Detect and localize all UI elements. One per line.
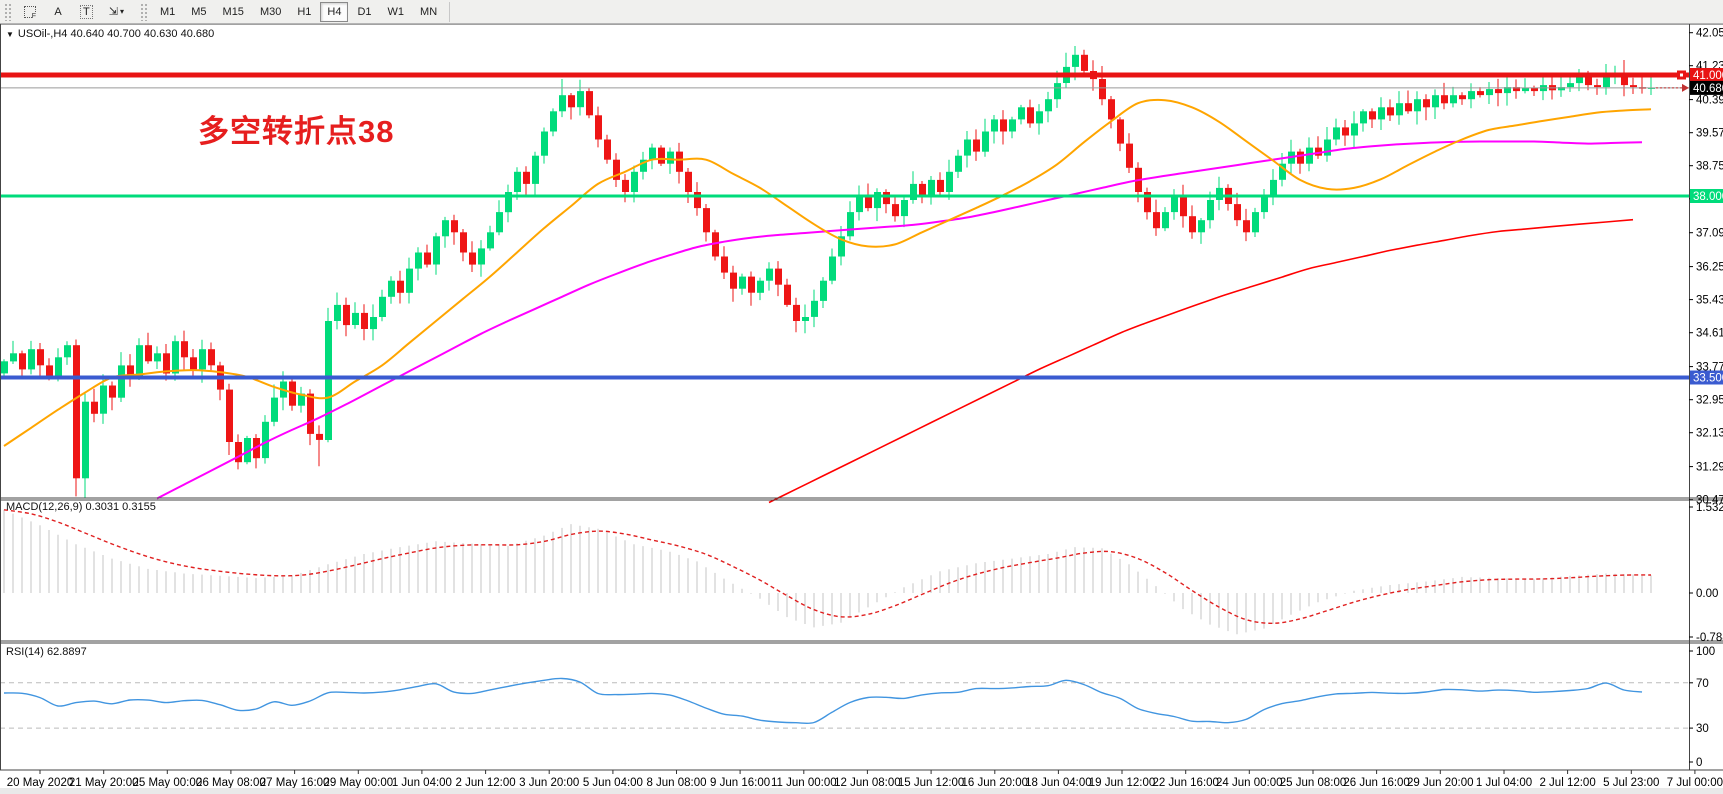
macd-signal-line (3, 509, 1652, 625)
chart-annotation-text: 多空转折点38 (198, 114, 395, 149)
toolbar-grip2-icon[interactable] (139, 2, 148, 21)
svg-text:25 May 00:00: 25 May 00:00 (132, 777, 202, 789)
svg-text:33.500: 33.500 (1693, 373, 1723, 385)
svg-text:39.570: 39.570 (1696, 128, 1723, 140)
timeframe-group: M1 M5 M15 M30 H1 H4 D1 W1 MN (152, 1, 445, 22)
toolbar: F A T ⇲ ▾ M1 M5 M15 M30 H1 H4 D1 W1 MN (0, 0, 1723, 24)
svg-text:70: 70 (1696, 678, 1709, 690)
svg-text:12 Jun 08:00: 12 Jun 08:00 (834, 777, 901, 789)
svg-text:30: 30 (1696, 723, 1709, 735)
resistance-line-price-label (1690, 68, 1723, 82)
svg-text:3 Jun 20:00: 3 Jun 20:00 (519, 777, 579, 789)
timeframe-d1-button[interactable]: D1 (350, 2, 378, 22)
svg-text:42.050: 42.050 (1696, 28, 1723, 40)
svg-text:5 Jun 04:00: 5 Jun 04:00 (583, 777, 643, 789)
svg-text:32.950: 32.950 (1696, 395, 1723, 407)
current-price-label (1690, 80, 1723, 95)
text-box-icon: T (80, 4, 93, 19)
ma-red-slow (768, 218, 1634, 504)
indicator-scales: 1.5322 0.00 -0.7883 100 70 30 0 (1689, 502, 1723, 769)
svg-text:27 May 16:00: 27 May 16:00 (260, 777, 330, 789)
svg-text:35.430: 35.430 (1696, 295, 1723, 307)
svg-text:5 Jul 23:00: 5 Jul 23:00 (1603, 777, 1659, 789)
macd-panel (3, 509, 1652, 635)
timeframe-m1-button[interactable]: M1 (153, 2, 182, 22)
svg-text:100: 100 (1696, 646, 1715, 658)
svg-text:32.130: 32.130 (1696, 428, 1723, 440)
svg-text:1 Jul 04:00: 1 Jul 04:00 (1476, 777, 1532, 789)
svg-text:-0.7883: -0.7883 (1696, 632, 1723, 644)
timeframe-mn-button[interactable]: MN (413, 2, 444, 22)
dropdown-caret-icon[interactable]: ▾ (119, 7, 124, 16)
ma-magenta-medium (156, 140, 1643, 500)
svg-text:18 Jun 04:00: 18 Jun 04:00 (1025, 777, 1092, 789)
timeframe-m30-button[interactable]: M30 (253, 2, 288, 22)
svg-text:24 Jun 00:00: 24 Jun 00:00 (1216, 777, 1283, 789)
grid-icon: F (24, 5, 36, 20)
svg-text:25 Jun 08:00: 25 Jun 08:00 (1280, 777, 1347, 789)
svg-text:0: 0 (1696, 757, 1702, 769)
rsi-indicator-label: RSI(14) 62.8897 (6, 646, 87, 658)
svg-text:20 May 2020: 20 May 2020 (7, 777, 74, 789)
svg-text:29 May 00:00: 29 May 00:00 (323, 777, 393, 789)
panel-borders (0, 23, 1723, 771)
macd-indicator-label: MACD(12,26,9) 0.3031 0.3155 (6, 501, 156, 513)
svg-text:26 Jun 16:00: 26 Jun 16:00 (1343, 777, 1410, 789)
support-line-price-label (1690, 189, 1723, 203)
svg-text:34.610: 34.610 (1696, 328, 1723, 340)
rsi-line (3, 677, 1643, 725)
chart-background (0, 24, 1723, 794)
candles-layer (1, 46, 1655, 499)
text-label-button[interactable]: A (45, 2, 71, 22)
svg-text:2 Jul 12:00: 2 Jul 12:00 (1539, 777, 1595, 789)
svg-text:22 Jun 16:00: 22 Jun 16:00 (1152, 777, 1219, 789)
svg-text:0.00: 0.00 (1696, 588, 1718, 600)
svg-text:2 Jun 12:00: 2 Jun 12:00 (456, 777, 516, 789)
svg-text:21 May 20:00: 21 May 20:00 (69, 777, 139, 789)
svg-text:1.5322: 1.5322 (1696, 502, 1723, 514)
svg-text:11 Jun 00:00: 11 Jun 00:00 (771, 777, 837, 789)
window-bottom-edge (0, 788, 1723, 794)
timeframe-m5-button[interactable]: M5 (184, 2, 213, 22)
lower-support-line-price-label (1690, 370, 1723, 385)
toolbar-grip-icon[interactable] (4, 2, 12, 21)
price-axis: 42.05041.23040.39039.57038.75037.93037.0… (1689, 28, 1723, 507)
ma-orange-fast (3, 98, 1652, 447)
drawing-tools-group: F A T ⇲ ▾ (16, 2, 132, 22)
svg-text:19 Jun 12:00: 19 Jun 12:00 (1089, 777, 1156, 789)
svg-text:41.000: 41.000 (1693, 70, 1723, 82)
text-box-button[interactable]: T (73, 2, 100, 22)
svg-text:26 May 08:00: 26 May 08:00 (196, 777, 266, 789)
svg-text:38.750: 38.750 (1696, 161, 1723, 173)
svg-text:9 Jun 16:00: 9 Jun 16:00 (710, 777, 770, 789)
arrows-tool-button[interactable]: ⇲ ▾ (102, 2, 131, 22)
svg-text:40.680: 40.680 (1693, 83, 1723, 95)
timeframe-w1-button[interactable]: W1 (381, 2, 412, 22)
collapse-triangle-icon[interactable]: ▼ (6, 30, 14, 39)
svg-text:31.290: 31.290 (1696, 462, 1723, 474)
svg-text:38.000: 38.000 (1693, 191, 1723, 203)
svg-text:30.470: 30.470 (1696, 495, 1723, 507)
svg-text:40.390: 40.390 (1696, 95, 1723, 107)
svg-text:36.250: 36.250 (1696, 262, 1723, 274)
chart-title-text: USOil-,H4 40.640 40.700 40.630 40.680 (17, 28, 215, 40)
svg-text:15 Jun 12:00: 15 Jun 12:00 (898, 777, 965, 789)
svg-text:37.090: 37.090 (1696, 228, 1723, 240)
chart-title: ▼ USOil-,H4 40.640 40.700 40.630 40.680 (6, 28, 214, 40)
toolbar-separator (449, 1, 451, 22)
svg-text:29 Jun 20:00: 29 Jun 20:00 (1407, 777, 1474, 789)
svg-text:8 Jun 08:00: 8 Jun 08:00 (646, 777, 706, 789)
svg-text:1 Jun 04:00: 1 Jun 04:00 (392, 777, 452, 789)
svg-text:7 Jul 00:00: 7 Jul 00:00 (1667, 777, 1723, 789)
svg-text:16 Jun 20:00: 16 Jun 20:00 (962, 777, 1029, 789)
price-pointer-arrow-icon (1682, 83, 1689, 92)
timeframe-h4-button[interactable]: H4 (320, 1, 349, 22)
timeframe-h1-button[interactable]: H1 (290, 2, 318, 22)
grid-template-button[interactable]: F (17, 2, 43, 22)
timeframe-m15-button[interactable]: M15 (216, 2, 251, 22)
